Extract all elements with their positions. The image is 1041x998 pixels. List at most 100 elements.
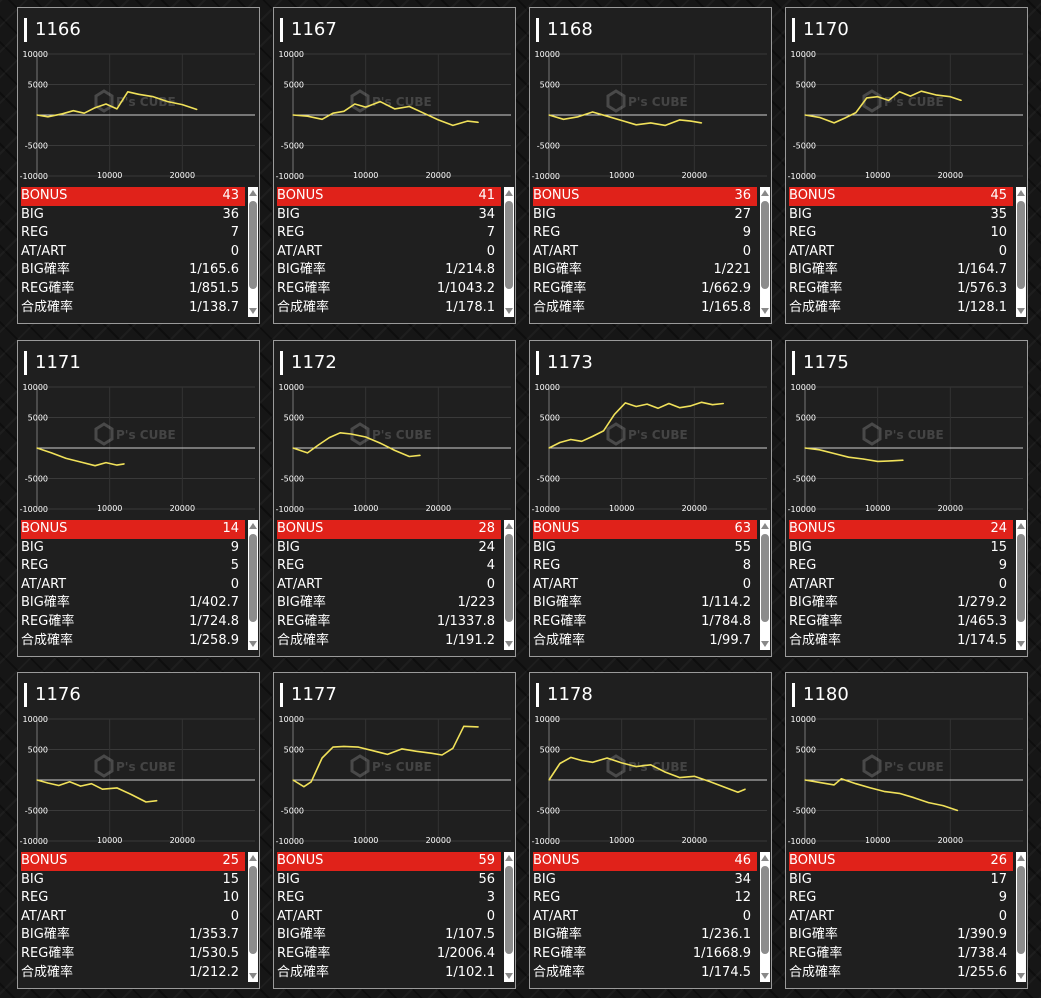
machine-card[interactable]: 1178 10000 5000 -5000 -10000 10000 20000 P's CU…: [529, 672, 772, 989]
scroll-down-icon[interactable]: [505, 641, 513, 647]
stats-scrollbar[interactable]: [248, 187, 258, 317]
stat-value: 5: [230, 558, 239, 574]
stats-scrollbar[interactable]: [248, 852, 258, 982]
payout-point: [690, 405, 692, 407]
scroll-down-icon[interactable]: [761, 641, 769, 647]
machine-card[interactable]: 1168 10000 5000 -5000 -10000 10000 20000 P's CU…: [529, 7, 772, 324]
scroll-up-icon[interactable]: [761, 190, 769, 196]
stats-scrollbar[interactable]: [760, 852, 770, 982]
stats-scrollbar[interactable]: [760, 187, 770, 317]
stat-label: REG確率: [789, 280, 843, 296]
scroll-up-icon[interactable]: [249, 190, 257, 196]
stat-value: 0: [486, 243, 495, 259]
machine-card[interactable]: 1175 10000 5000 -5000 -10000 10000 20000 P's CU…: [785, 340, 1028, 657]
scroll-thumb[interactable]: [249, 534, 257, 622]
y-tick-label: -5000: [537, 807, 560, 816]
scroll-down-icon[interactable]: [249, 973, 257, 979]
scroll-thumb[interactable]: [505, 201, 513, 289]
stat-label: AT/ART: [21, 576, 67, 592]
stats-scrollbar[interactable]: [504, 520, 514, 650]
stat-row-bonus: BONUS 25: [21, 852, 245, 871]
scroll-down-icon[interactable]: [1017, 308, 1025, 314]
scroll-down-icon[interactable]: [1017, 973, 1025, 979]
scroll-down-icon[interactable]: [761, 973, 769, 979]
stats-scrollbar[interactable]: [1016, 520, 1026, 650]
payout-point: [935, 94, 937, 96]
stat-row-at: AT/ART 0: [533, 576, 757, 595]
y-tick-label: -10000: [276, 172, 304, 181]
stat-value: 10: [990, 225, 1007, 241]
stats-scrollbar[interactable]: [248, 520, 258, 650]
scroll-up-icon[interactable]: [505, 855, 513, 861]
stat-row-at: AT/ART 0: [533, 908, 757, 927]
scroll-down-icon[interactable]: [1017, 641, 1025, 647]
stat-value: 1/1668.9: [692, 945, 751, 961]
machine-card[interactable]: 1171 10000 5000 -5000 -10000 10000 20000 P's CU…: [17, 340, 260, 657]
payout-line: [36, 447, 125, 467]
scroll-thumb[interactable]: [505, 866, 513, 954]
y-tick-label: 10000: [535, 715, 560, 724]
x-tick-label: 20000: [426, 836, 451, 845]
payout-point: [365, 436, 367, 438]
scroll-up-icon[interactable]: [505, 523, 513, 529]
scroll-up-icon[interactable]: [761, 855, 769, 861]
stat-row-reg-rate: REG確率 1/2006.4: [277, 945, 501, 964]
payout-point: [833, 452, 835, 455]
scroll-thumb[interactable]: [761, 534, 769, 622]
y-tick-label: -10000: [20, 505, 48, 514]
payout-point: [350, 433, 352, 435]
machine-card[interactable]: 1166 10000 5000 -5000 -10000 10000 20000 P's CU…: [17, 7, 260, 324]
scroll-thumb[interactable]: [505, 534, 513, 622]
scroll-up-icon[interactable]: [1017, 523, 1025, 529]
stat-label: BIG確率: [533, 927, 582, 943]
scroll-down-icon[interactable]: [505, 973, 513, 979]
stats-scrollbar[interactable]: [1016, 852, 1026, 982]
scroll-up-icon[interactable]: [249, 855, 257, 861]
stat-label: BIG: [277, 871, 300, 887]
scroll-thumb[interactable]: [761, 866, 769, 954]
watermark-text: P's CUBE: [628, 760, 688, 774]
scroll-thumb[interactable]: [761, 201, 769, 289]
payout-graph: 10000 5000 -5000 -10000 10000 20000 P's CUBE: [274, 381, 515, 519]
scroll-thumb[interactable]: [1017, 201, 1025, 289]
payout-point: [452, 124, 454, 126]
x-tick-label: 20000: [682, 504, 707, 513]
stat-value: 26: [990, 853, 1007, 868]
stat-label: 合成確率: [277, 964, 330, 980]
machine-card[interactable]: 1170 10000 5000 -5000 -10000 10000 20000 P's CU…: [785, 7, 1028, 324]
stats-scrollbar[interactable]: [760, 520, 770, 650]
stats-scrollbar[interactable]: [504, 852, 514, 982]
scroll-up-icon[interactable]: [761, 523, 769, 529]
payout-line: [36, 90, 198, 118]
scroll-up-icon[interactable]: [505, 190, 513, 196]
stats-scrollbar[interactable]: [1016, 187, 1026, 317]
scroll-down-icon[interactable]: [249, 641, 257, 647]
stat-label: BIG確率: [533, 595, 582, 611]
scroll-down-icon[interactable]: [761, 308, 769, 314]
machine-card[interactable]: 1177 10000 5000 -5000 -10000 10000 20000 P's CU…: [273, 672, 516, 989]
machine-number: 1171: [24, 351, 81, 375]
stat-row-big-rate: BIG確率 1/164.7: [789, 261, 1013, 280]
machine-card[interactable]: 1172 10000 5000 -5000 -10000 10000 20000 P's CU…: [273, 340, 516, 657]
stat-row-big: BIG 27: [533, 206, 757, 225]
scroll-thumb[interactable]: [1017, 534, 1025, 622]
scroll-thumb[interactable]: [1017, 866, 1025, 954]
machine-card[interactable]: 1167 10000 5000 -5000 -10000 10000 20000 P's CU…: [273, 7, 516, 324]
machine-card[interactable]: 1173 10000 5000 -5000 -10000 10000 20000 P's CU…: [529, 340, 772, 657]
watermark-logo: P's CUBE: [350, 754, 432, 778]
stat-label: REG確率: [789, 613, 843, 629]
stat-label: AT/ART: [533, 243, 579, 259]
scroll-up-icon[interactable]: [1017, 855, 1025, 861]
machine-card[interactable]: 1180 10000 5000 -5000 -10000 10000 20000 P's CU…: [785, 672, 1028, 989]
stat-value: 1/178.1: [445, 299, 495, 315]
watermark-text: P's CUBE: [372, 760, 432, 774]
machine-card[interactable]: 1176 10000 5000 -5000 -10000 10000 20000 P's CU…: [17, 672, 260, 989]
stat-value: 1/165.6: [189, 262, 239, 278]
scroll-thumb[interactable]: [249, 866, 257, 954]
scroll-thumb[interactable]: [249, 201, 257, 289]
scroll-down-icon[interactable]: [505, 308, 513, 314]
scroll-down-icon[interactable]: [249, 308, 257, 314]
scroll-up-icon[interactable]: [1017, 190, 1025, 196]
scroll-up-icon[interactable]: [249, 523, 257, 529]
stats-scrollbar[interactable]: [504, 187, 514, 317]
